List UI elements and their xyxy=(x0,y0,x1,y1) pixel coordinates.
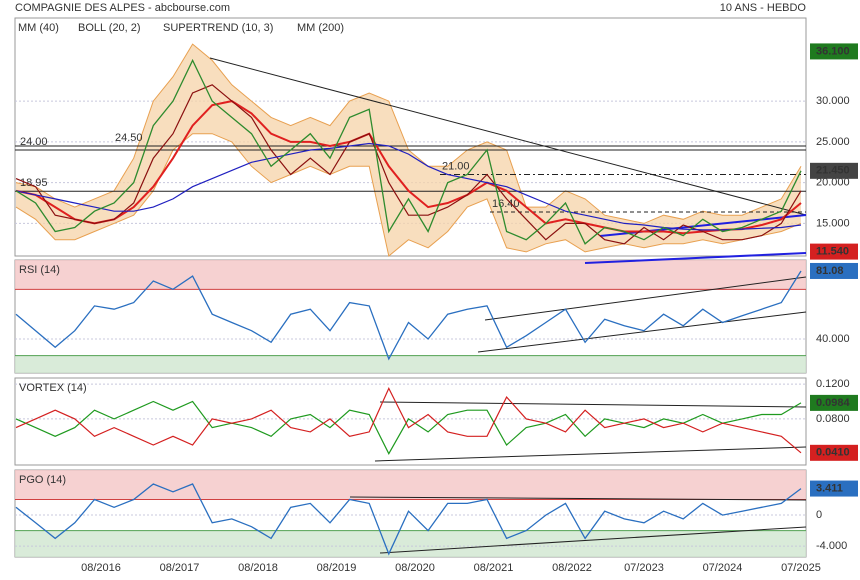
trendline xyxy=(374,446,807,462)
x-tick-label: 08/2019 xyxy=(317,562,357,574)
value-marker-label: 21.450 xyxy=(816,165,850,177)
trendline xyxy=(584,252,807,264)
price-panel xyxy=(14,17,807,257)
value-marker-label: 3.411 xyxy=(816,482,843,494)
legend-entry: MM (40) xyxy=(18,22,59,34)
trendline xyxy=(477,311,807,353)
x-tick-label: 08/2022 xyxy=(552,562,592,574)
panel-title: PGO (14) xyxy=(19,474,66,486)
value-marker-label: 36.100 xyxy=(816,45,850,57)
value-marker xyxy=(810,162,858,179)
level-label: 21.00 xyxy=(442,160,470,172)
value-marker xyxy=(810,243,858,260)
y-tick-label: 40.000 xyxy=(816,333,850,345)
trendline xyxy=(379,401,807,408)
x-tick-label: 08/2018 xyxy=(238,562,278,574)
panel-title: VORTEX (14) xyxy=(19,382,87,394)
value-marker xyxy=(810,480,858,497)
value-marker xyxy=(810,262,858,279)
y-tick-label: 20.000 xyxy=(816,177,850,189)
value-marker-label: 11.540 xyxy=(816,246,849,258)
y-tick-label: 0.1200 xyxy=(816,378,850,390)
panel-title: RSI (14) xyxy=(19,264,60,276)
level-label: 24.50 xyxy=(115,132,143,144)
overbought-zone xyxy=(15,470,806,500)
value-line xyxy=(15,483,802,556)
y-tick-label: 0.0800 xyxy=(816,413,850,425)
y-tick-label: 0 xyxy=(816,509,822,521)
value-marker-label: 0.0410 xyxy=(816,447,850,459)
overbought-zone xyxy=(15,260,806,290)
x-tick-label: 07/2025 xyxy=(781,562,821,574)
trendline xyxy=(484,276,807,321)
oversold-zone xyxy=(15,355,806,373)
trendlines xyxy=(209,57,807,554)
x-tick-label: 08/2021 xyxy=(474,562,514,574)
legend-entry: MM (200) xyxy=(297,22,344,34)
y-tick-label: 15.000 xyxy=(816,217,850,229)
series-line xyxy=(15,400,802,455)
legend-entry: BOLL (20, 2) xyxy=(78,22,141,34)
x-tick-label: 08/2017 xyxy=(160,562,200,574)
value-line xyxy=(15,58,802,245)
y-tick-label: -4.000 xyxy=(816,540,847,552)
value-line xyxy=(15,270,802,361)
value-marker-label: 0.0984 xyxy=(816,397,851,409)
trendline xyxy=(349,496,807,501)
value-marker xyxy=(810,43,858,60)
series-line xyxy=(15,100,802,235)
chart-subtitle: 10 ANS - HEBDO xyxy=(720,2,807,14)
x-tick-label: 07/2023 xyxy=(624,562,664,574)
value-marker-label: 81.08 xyxy=(816,265,844,277)
value-marker xyxy=(810,394,858,411)
x-tick-label: 07/2024 xyxy=(703,562,743,574)
chart-title: COMPAGNIE DES ALPES - abcbourse.com xyxy=(15,2,230,14)
band-lower xyxy=(15,133,802,257)
y-tick-label: 30.000 xyxy=(816,95,850,107)
x-tick-label: 08/2020 xyxy=(395,562,435,574)
trendline xyxy=(209,57,807,216)
legend-entry: SUPERTREND (10, 3) xyxy=(163,22,273,34)
vortex-panel xyxy=(14,377,807,466)
series-line xyxy=(15,84,802,245)
y-tick-label: 25.000 xyxy=(816,136,850,148)
level-label: 18.95 xyxy=(20,177,48,189)
x-tick-label: 08/2016 xyxy=(81,562,121,574)
level-label: 24.00 xyxy=(20,136,48,148)
trendline xyxy=(379,526,807,554)
value-marker xyxy=(810,444,858,461)
series-line xyxy=(15,142,802,231)
series-line xyxy=(15,387,802,454)
